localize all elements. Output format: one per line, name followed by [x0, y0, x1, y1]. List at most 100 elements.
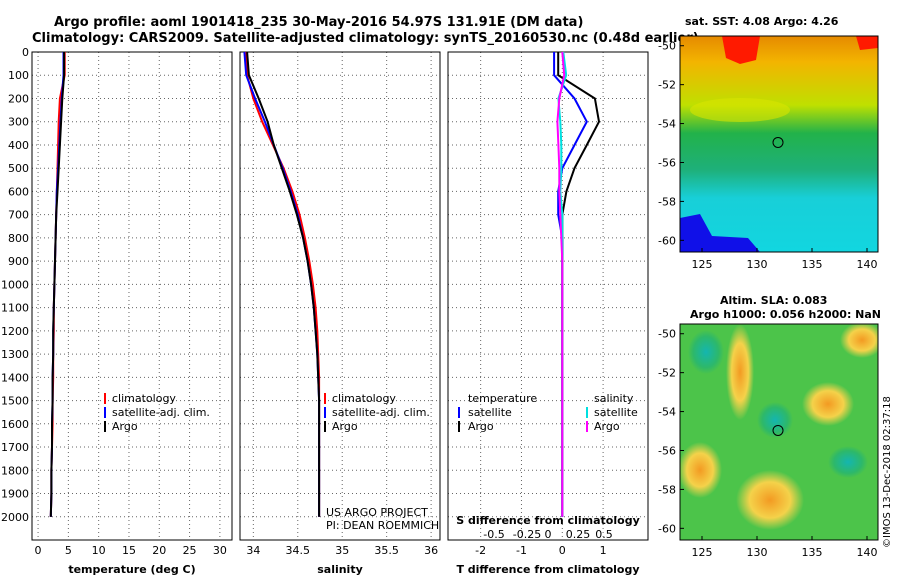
- sla-map-axes: 125 130 135 140 -50 -52 -54 -56 -58 -60: [658, 328, 877, 559]
- sst-map-frame: [679, 35, 879, 253]
- legend-entry: Argo: [594, 420, 620, 433]
- y-tick-label: 800: [8, 232, 29, 245]
- sst-warm-patch: [722, 36, 760, 64]
- difference-panel: -2 -1 0 1 T difference from climatology tempe…: [447, 51, 649, 576]
- sla-argo-location: [772, 424, 784, 436]
- y-tick-label: 400: [8, 139, 29, 152]
- map-y-tick-label: -58: [658, 483, 676, 496]
- x-axis-label: T difference from climatology: [456, 563, 639, 576]
- legend-entry: satellite-adj. clim.: [112, 406, 210, 419]
- x-tick-label: -1: [516, 544, 527, 557]
- sla-map: Altim. SLA: 0.083 Argo h1000: 0.056 h200…: [658, 294, 881, 559]
- x-tick-label: 0: [559, 544, 566, 557]
- map-y-tick-label: -58: [658, 195, 676, 208]
- y-tick-label: 2000: [1, 511, 29, 524]
- y-tick-label: 1600: [1, 418, 29, 431]
- x-tick-label: 30: [213, 544, 227, 557]
- x-tick-label: 34: [246, 544, 260, 557]
- map-y-tick-label: -52: [658, 367, 676, 380]
- series-line: [246, 51, 321, 517]
- sla-high-4: [680, 442, 722, 498]
- s-tick-label: -0.5: [483, 528, 504, 541]
- y-tick-label: 500: [8, 162, 29, 175]
- y-tick-label: 200: [8, 92, 29, 105]
- header-line1: Argo profile: aoml 1901418_235 30-May-20…: [54, 15, 583, 30]
- x-tick-label: 34.5: [286, 544, 311, 557]
- y-tick-label: 1000: [1, 278, 29, 291]
- map-y-tick-label: -56: [658, 444, 676, 457]
- legend-entry: Argo: [468, 420, 494, 433]
- s-tick-label: 0.5: [595, 528, 613, 541]
- y-tick-label: 1100: [1, 302, 29, 315]
- legend-swatch: [104, 393, 106, 404]
- series-line: [553, 52, 588, 517]
- sla-low-2: [757, 402, 793, 438]
- series-line: [49, 52, 66, 517]
- sla-high-3: [736, 470, 804, 530]
- legend-entry: satellite: [594, 406, 638, 419]
- series-line: [556, 51, 566, 517]
- legend-entry: Argo: [332, 420, 358, 433]
- map-x-tick-label: 140: [857, 546, 878, 559]
- legend-swatch: [458, 407, 460, 418]
- legend-entry: temperature: [468, 392, 537, 405]
- temperature-panel: 0 5 10 15 20 25 300100200300400500600700800900…: [1, 46, 233, 576]
- y-tick-label: 700: [8, 209, 29, 222]
- x-axis-label: temperature (deg C): [68, 563, 195, 576]
- legend-swatch: [104, 421, 106, 432]
- panel-frame: [447, 51, 649, 541]
- x-tick-label: 10: [92, 544, 106, 557]
- project-credit: US ARGO PROJECT: [326, 506, 428, 519]
- sla-map-subtitle: Argo h1000: 0.056 h2000: NaN: [690, 308, 881, 321]
- map-y-tick-label: -52: [658, 79, 676, 92]
- panel-frame: [239, 51, 441, 541]
- y-tick-label: 1200: [1, 325, 29, 338]
- sla-high-2: [802, 382, 854, 426]
- panel-frame: [31, 51, 233, 541]
- y-tick-label: 100: [8, 69, 29, 82]
- map-x-tick-label: 135: [802, 546, 823, 559]
- legend-entry: salinity: [594, 392, 634, 405]
- x-tick-label: 0: [35, 544, 42, 557]
- map-x-tick-label: 135: [802, 258, 823, 271]
- sst-argo-location: [772, 136, 784, 148]
- map-y-tick-label: -54: [658, 406, 676, 419]
- legend-entry: satellite-adj. clim.: [332, 406, 430, 419]
- legend-entry: Argo: [112, 420, 138, 433]
- y-tick-label: 1300: [1, 348, 29, 361]
- sla-map-title: Altim. SLA: 0.083: [720, 294, 827, 307]
- y-tick-label: 1500: [1, 395, 29, 408]
- sst-field: [680, 36, 878, 252]
- sla-low-1: [688, 330, 724, 374]
- x-tick-label: 36: [424, 544, 438, 557]
- s-tick-label: 0.25: [566, 528, 591, 541]
- x-tick-label: 35: [335, 544, 349, 557]
- credit-text: ©IMOS 13-Dec-2018 02:37:18: [882, 396, 893, 548]
- header-line2: Climatology: CARS2009. Satellite-adjuste…: [32, 31, 699, 46]
- x-axis-label: salinity: [317, 563, 363, 576]
- sla-low-3: [828, 446, 868, 478]
- map-y-tick-label: -60: [658, 522, 676, 535]
- s-axis-label: S difference from climatology: [456, 514, 640, 527]
- map-y-tick-label: -54: [658, 118, 676, 131]
- sla-map-frame: [679, 323, 879, 541]
- s-tick-label: 0: [545, 528, 552, 541]
- map-y-tick-label: -60: [658, 234, 676, 247]
- salinity-panel: 34 34.5 35 35.5 36 salinity climatologysatelli…: [239, 51, 441, 576]
- sla-high-1: [726, 324, 754, 420]
- sla-high-5: [840, 324, 878, 358]
- legend-entry: climatology: [332, 392, 396, 405]
- sst-warm-patch-east: [856, 36, 878, 50]
- sst-map-title: sat. SST: 4.08 Argo: 4.26: [685, 15, 839, 28]
- x-tick-label: 5: [65, 544, 72, 557]
- y-tick-label: 300: [8, 116, 29, 129]
- sst-map-axes: 125 130 135 140 -50 -52 -54 -56 -58 -60: [658, 40, 877, 271]
- legend-swatch: [104, 407, 106, 418]
- x-tick-label: -2: [475, 544, 486, 557]
- x-tick-label: 20: [152, 544, 166, 557]
- legend-swatch: [586, 407, 588, 418]
- y-tick-label: 1400: [1, 371, 29, 384]
- map-x-tick-label: 125: [692, 546, 713, 559]
- y-tick-label: 1700: [1, 441, 29, 454]
- map-y-tick-label: -56: [658, 156, 676, 169]
